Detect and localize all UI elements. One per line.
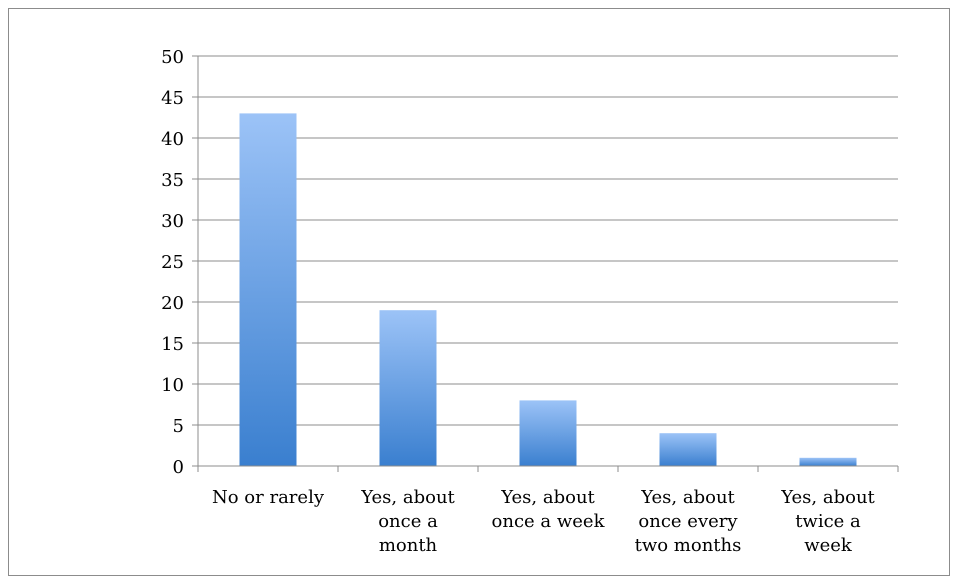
y-tick-label: 30 <box>161 211 184 232</box>
x-category-label: Yes, about twice a week <box>780 487 875 556</box>
x-category-label: Yes, about once a week <box>492 487 606 532</box>
x-category-label: Yes, about once a month <box>360 487 455 556</box>
bars <box>239 113 857 467</box>
x-category-label: No or rarely <box>212 487 325 508</box>
y-tick-label: 25 <box>161 252 184 273</box>
y-tick-label: 10 <box>161 375 184 396</box>
y-tick-label: 50 <box>161 47 184 68</box>
y-tick-label: 5 <box>173 416 184 437</box>
y-tick-labels: 0 5 10 15 20 25 30 35 40 45 50 <box>161 47 184 478</box>
bar <box>519 400 577 466</box>
x-category-label-line: once a <box>378 511 438 532</box>
y-tick-label: 40 <box>161 129 184 150</box>
gridlines <box>198 55 898 426</box>
x-category-label-line: Yes, about <box>640 487 735 508</box>
axes <box>192 55 899 472</box>
x-category-label-line: No or rarely <box>212 487 325 508</box>
x-category-label-line: once every <box>638 511 738 532</box>
x-category-label-line: month <box>379 535 438 556</box>
x-category-label-line: Yes, about <box>360 487 455 508</box>
y-tick-label: 45 <box>161 88 184 109</box>
x-category-label-line: twice a <box>795 511 861 532</box>
y-tick-label: 15 <box>161 334 184 355</box>
x-category-label-line: Yes, about <box>500 487 595 508</box>
x-category-label-line: Yes, about <box>780 487 875 508</box>
bar <box>799 457 857 466</box>
x-category-label-line: two months <box>635 535 742 556</box>
bar <box>239 113 297 467</box>
y-tick-label: 20 <box>161 293 184 314</box>
y-tick-label: 0 <box>173 457 184 478</box>
x-category-label-line: once a week <box>492 511 606 532</box>
chart-frame <box>8 8 950 576</box>
bar <box>659 433 717 466</box>
bar <box>379 310 437 466</box>
y-tick-label: 35 <box>161 170 184 191</box>
x-category-label-line: week <box>804 535 853 556</box>
x-category-label: Yes, about once every two months <box>635 487 742 556</box>
